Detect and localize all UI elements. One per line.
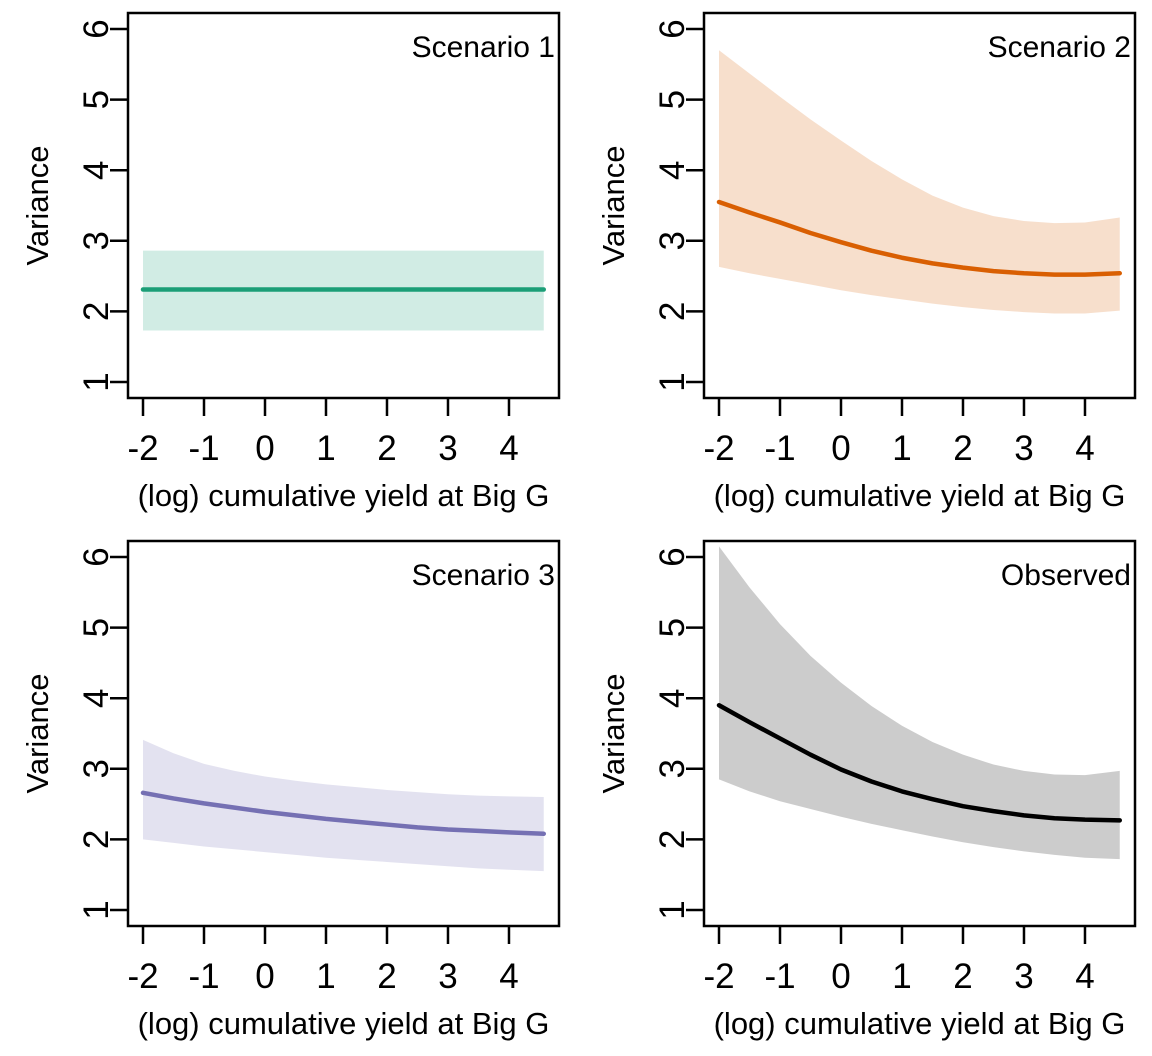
y-axis: 1 2 3 4 5 6 xyxy=(77,19,128,392)
x-tick-label: 3 xyxy=(1014,957,1033,996)
chart-scenario-3: -2 -1 0 1 2 3 4 1 2 3 4 5 6 (log) cumulative yield at… xyxy=(20,539,561,1041)
x-axis-title: (log) cumulative yield at Big G xyxy=(714,1006,1126,1041)
y-tick-label: 1 xyxy=(77,372,116,391)
panel-label: Scenario 1 xyxy=(412,31,555,64)
chart-scenario-1: -2 -1 0 1 2 3 4 1 2 3 4 5 6 (log) cumulative yield at… xyxy=(20,11,561,513)
panel-scenario-1: -2 -1 0 1 2 3 4 1 2 3 4 5 6 (log) cumulative yield at… xyxy=(0,0,576,528)
y-tick-label: 3 xyxy=(77,759,116,778)
x-tick-label: 0 xyxy=(831,429,850,468)
y-tick-label: 3 xyxy=(653,231,692,250)
y-tick-label: 4 xyxy=(653,688,692,707)
x-tick-label: 2 xyxy=(953,429,972,468)
x-tick-label: 1 xyxy=(892,429,911,468)
x-tick-label: -1 xyxy=(188,429,219,468)
plot-area xyxy=(716,50,1123,314)
x-axis: -2 -1 0 1 2 3 4 xyxy=(127,926,519,996)
plot-box xyxy=(702,539,1137,928)
mean-line xyxy=(716,199,1123,277)
y-tick-label: 6 xyxy=(653,547,692,566)
x-tick-label: 0 xyxy=(255,429,274,468)
y-tick-label: 4 xyxy=(653,160,692,179)
y-tick-label: 3 xyxy=(653,759,692,778)
x-tick-label: 4 xyxy=(499,429,518,468)
x-tick-label: 2 xyxy=(953,957,972,996)
y-tick-label: 2 xyxy=(77,830,116,849)
x-axis-title: (log) cumulative yield at Big G xyxy=(714,478,1126,513)
x-tick-label: 3 xyxy=(438,957,457,996)
x-tick-label: 1 xyxy=(892,957,911,996)
plot-box xyxy=(126,539,561,928)
panel-label: Scenario 2 xyxy=(988,31,1131,64)
x-axis-title: (log) cumulative yield at Big G xyxy=(138,478,550,513)
confidence-band xyxy=(143,739,544,872)
y-tick-label: 5 xyxy=(653,618,692,637)
y-tick-label: 1 xyxy=(653,372,692,391)
x-tick-label: -1 xyxy=(764,429,795,468)
y-axis-title: Variance xyxy=(596,145,631,265)
plot-box xyxy=(702,11,1137,400)
y-tick-label: 1 xyxy=(77,900,116,919)
y-tick-label: 6 xyxy=(77,19,116,38)
plot-box xyxy=(126,11,561,400)
panel-label: Scenario 3 xyxy=(412,559,555,592)
x-tick-label: 2 xyxy=(377,429,396,468)
y-axis: 1 2 3 4 5 6 xyxy=(653,19,704,392)
y-tick-label: 4 xyxy=(77,688,116,707)
chart-observed: -2 -1 0 1 2 3 4 1 2 3 4 5 6 (log) cumulative yield at… xyxy=(596,539,1137,1041)
y-tick-label: 3 xyxy=(77,231,116,250)
plot-area xyxy=(140,250,547,331)
x-axis: -2 -1 0 1 2 3 4 xyxy=(703,926,1095,996)
x-tick-label: -2 xyxy=(703,957,734,996)
x-tick-label: 3 xyxy=(1014,429,1033,468)
y-tick-label: 2 xyxy=(653,302,692,321)
panel-label: Observed xyxy=(1001,559,1131,592)
y-tick-label: 2 xyxy=(77,302,116,321)
panel-scenario-2: -2 -1 0 1 2 3 4 1 2 3 4 5 6 (log) cumulative yield at… xyxy=(576,0,1152,528)
y-tick-label: 4 xyxy=(77,160,116,179)
y-tick-label: 6 xyxy=(77,547,116,566)
y-tick-label: 1 xyxy=(653,900,692,919)
x-tick-label: 4 xyxy=(499,957,518,996)
panel-scenario-3: -2 -1 0 1 2 3 4 1 2 3 4 5 6 (log) cumulative yield at… xyxy=(0,528,576,1056)
x-tick-label: 1 xyxy=(316,429,335,468)
confidence-band xyxy=(719,546,1120,860)
chart-scenario-2: -2 -1 0 1 2 3 4 1 2 3 4 5 6 (log) cumulative yield at… xyxy=(596,11,1137,513)
x-tick-label: 3 xyxy=(438,429,457,468)
x-tick-label: 0 xyxy=(255,957,274,996)
x-tick-label: 4 xyxy=(1075,429,1094,468)
x-tick-label: -2 xyxy=(703,429,734,468)
y-tick-label: 5 xyxy=(653,90,692,109)
y-axis-title: Variance xyxy=(20,673,55,793)
x-tick-label: -2 xyxy=(127,429,158,468)
x-tick-label: -1 xyxy=(188,957,219,996)
panel-observed: -2 -1 0 1 2 3 4 1 2 3 4 5 6 (log) cumulative yield at… xyxy=(576,528,1152,1056)
y-axis: 1 2 3 4 5 6 xyxy=(77,547,128,920)
confidence-band xyxy=(719,50,1120,314)
x-axis: -2 -1 0 1 2 3 4 xyxy=(703,398,1095,468)
y-tick-label: 2 xyxy=(653,830,692,849)
y-axis-title: Variance xyxy=(20,145,55,265)
y-tick-label: 6 xyxy=(653,19,692,38)
y-tick-label: 5 xyxy=(77,618,116,637)
y-tick-label: 5 xyxy=(77,90,116,109)
y-axis: 1 2 3 4 5 6 xyxy=(653,547,704,920)
y-axis-title: Variance xyxy=(596,673,631,793)
x-tick-label: 4 xyxy=(1075,957,1094,996)
x-tick-label: 1 xyxy=(316,957,335,996)
x-tick-label: 0 xyxy=(831,957,850,996)
x-axis: -2 -1 0 1 2 3 4 xyxy=(127,398,519,468)
x-tick-label: 2 xyxy=(377,957,396,996)
plot-area xyxy=(140,739,547,872)
mean-line xyxy=(716,703,1123,823)
mean-line xyxy=(140,790,547,836)
x-tick-label: -1 xyxy=(764,957,795,996)
plot-area xyxy=(716,546,1123,860)
x-tick-label: -2 xyxy=(127,957,158,996)
x-axis-title: (log) cumulative yield at Big G xyxy=(138,1006,550,1041)
